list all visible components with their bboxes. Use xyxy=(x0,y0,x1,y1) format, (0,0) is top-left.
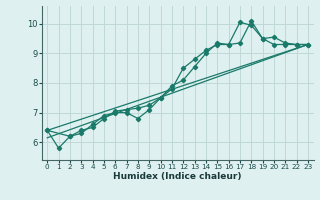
X-axis label: Humidex (Indice chaleur): Humidex (Indice chaleur) xyxy=(113,172,242,181)
